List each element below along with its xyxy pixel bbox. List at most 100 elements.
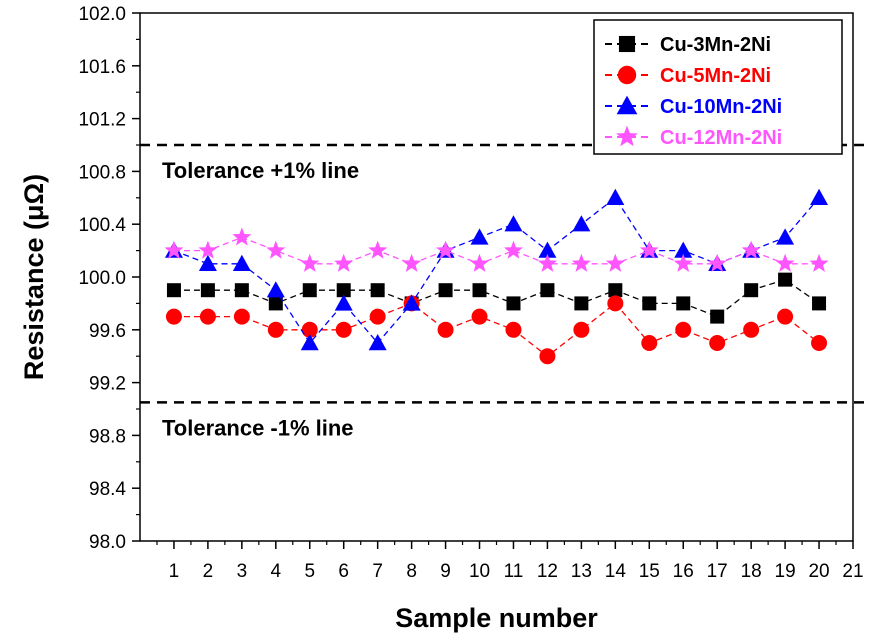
x-tick-label: 2: [203, 561, 214, 582]
circle-marker: [811, 335, 828, 351]
x-axis-title: Sample number: [395, 603, 598, 633]
circle-marker: [369, 308, 386, 325]
y-axis-title: Resistance (μΩ): [19, 174, 49, 380]
legend-label: Cu-3Mn-2Ni: [660, 34, 771, 56]
triangle-marker: [402, 294, 421, 311]
square-marker: [608, 283, 623, 298]
y-tick-label: 98.8: [89, 426, 126, 447]
triangle-marker: [232, 254, 251, 271]
square-marker: [506, 296, 521, 311]
circle-marker: [573, 321, 590, 338]
star-marker: [402, 253, 422, 272]
axis-ticks: 1 2 3 4 5 6 7 8 9 10 11 12 13 14 15 16 17 18 19 20 2198.098.…: [78, 4, 863, 582]
series-line: [173, 236, 820, 265]
circle-marker: [267, 321, 284, 338]
square-marker: [778, 272, 793, 287]
circle-marker: [777, 308, 794, 325]
triangle-marker: [368, 334, 387, 351]
star-marker: [334, 253, 354, 272]
star-marker: [571, 253, 591, 272]
x-tick-label: 14: [605, 561, 627, 582]
circle-marker: [335, 321, 352, 338]
series-cu-5mn-2ni: [165, 295, 828, 365]
star-marker: [673, 253, 693, 272]
circle-marker: [505, 321, 522, 338]
y-tick-label: 102.0: [78, 4, 126, 25]
square-marker: [710, 309, 725, 324]
star-marker: [436, 240, 456, 259]
x-tick-label: 6: [338, 561, 349, 582]
triangle-marker: [266, 281, 285, 298]
circle-marker: [539, 348, 556, 365]
star-marker: [368, 240, 388, 259]
legend-label: Cu-10Mn-2Ni: [660, 96, 782, 118]
star-marker: [232, 227, 252, 246]
square-marker: [336, 283, 351, 298]
x-tick-label: 12: [537, 561, 558, 582]
square-marker: [166, 283, 181, 298]
x-tick-label: 11: [504, 561, 524, 582]
square-marker: [200, 283, 215, 298]
triangle-marker: [198, 254, 217, 271]
star-marker: [503, 240, 523, 259]
triangle-marker: [810, 188, 829, 205]
x-tick-label: 13: [571, 561, 592, 582]
star-marker: [198, 240, 218, 259]
y-tick-label: 101.2: [78, 110, 126, 131]
y-tick-label: 100.8: [78, 162, 126, 183]
y-tick-label: 99.6: [89, 321, 126, 342]
y-tick-label: 99.2: [89, 374, 126, 395]
triangle-marker: [470, 228, 489, 245]
y-tick-label: 98.0: [89, 532, 126, 553]
circle-marker: [709, 335, 726, 351]
x-tick-label: 19: [775, 561, 796, 582]
x-tick-label: 15: [639, 561, 660, 582]
star-marker: [266, 240, 286, 259]
square-marker: [302, 283, 317, 298]
triangle-marker: [300, 334, 319, 351]
circle-marker: [675, 321, 692, 338]
y-tick-label: 100.0: [78, 268, 126, 289]
legend-label: Cu-12Mn-2Ni: [660, 127, 782, 149]
legend: Cu-3Mn-2Ni Cu-5Mn-2Ni Cu-10Mn-2Ni Cu-12Mn-2…: [593, 19, 843, 155]
x-tick-label: 7: [372, 561, 383, 582]
star-marker: [537, 253, 557, 272]
circle-marker: [301, 321, 318, 338]
x-tick-label: 20: [808, 561, 829, 582]
circle-marker: [471, 308, 488, 325]
star-marker: [639, 240, 659, 259]
square-marker: [574, 296, 589, 311]
x-tick-label: 5: [304, 561, 315, 582]
star-marker: [707, 253, 727, 272]
circle-marker: [233, 308, 250, 325]
legend-label: Cu-5Mn-2Ni: [660, 65, 771, 87]
circle-marker: [617, 65, 637, 85]
series-cu-3mn-2ni: [166, 272, 827, 324]
square-marker: [370, 283, 385, 298]
circle-marker: [607, 295, 624, 312]
triangle-marker: [334, 294, 353, 311]
series-cu-10mn-2ni: [164, 188, 829, 351]
star-marker: [300, 253, 320, 272]
y-tick-label: 101.6: [78, 57, 126, 78]
reference-lines: Tolerance +1% line Tolerance -1% line: [140, 143, 866, 440]
triangle-marker: [504, 215, 523, 232]
x-tick-label: 9: [440, 561, 451, 582]
x-tick-label: 3: [237, 561, 248, 582]
star-marker: [616, 125, 638, 147]
triangle-marker: [572, 215, 591, 232]
star-marker: [164, 240, 184, 259]
circle-marker: [165, 308, 182, 325]
square-marker: [744, 283, 759, 298]
x-tick-label: 8: [406, 561, 417, 582]
x-tick-label: 1: [169, 561, 180, 582]
star-marker: [741, 240, 761, 259]
reference-line-label: Tolerance +1% line: [162, 158, 359, 183]
triangle-marker: [616, 95, 638, 115]
reference-line-label: Tolerance -1% line: [162, 415, 354, 440]
x-tick-label: 4: [271, 561, 282, 582]
triangle-marker: [606, 188, 625, 205]
square-marker: [812, 296, 827, 311]
series-layer: [164, 188, 829, 365]
